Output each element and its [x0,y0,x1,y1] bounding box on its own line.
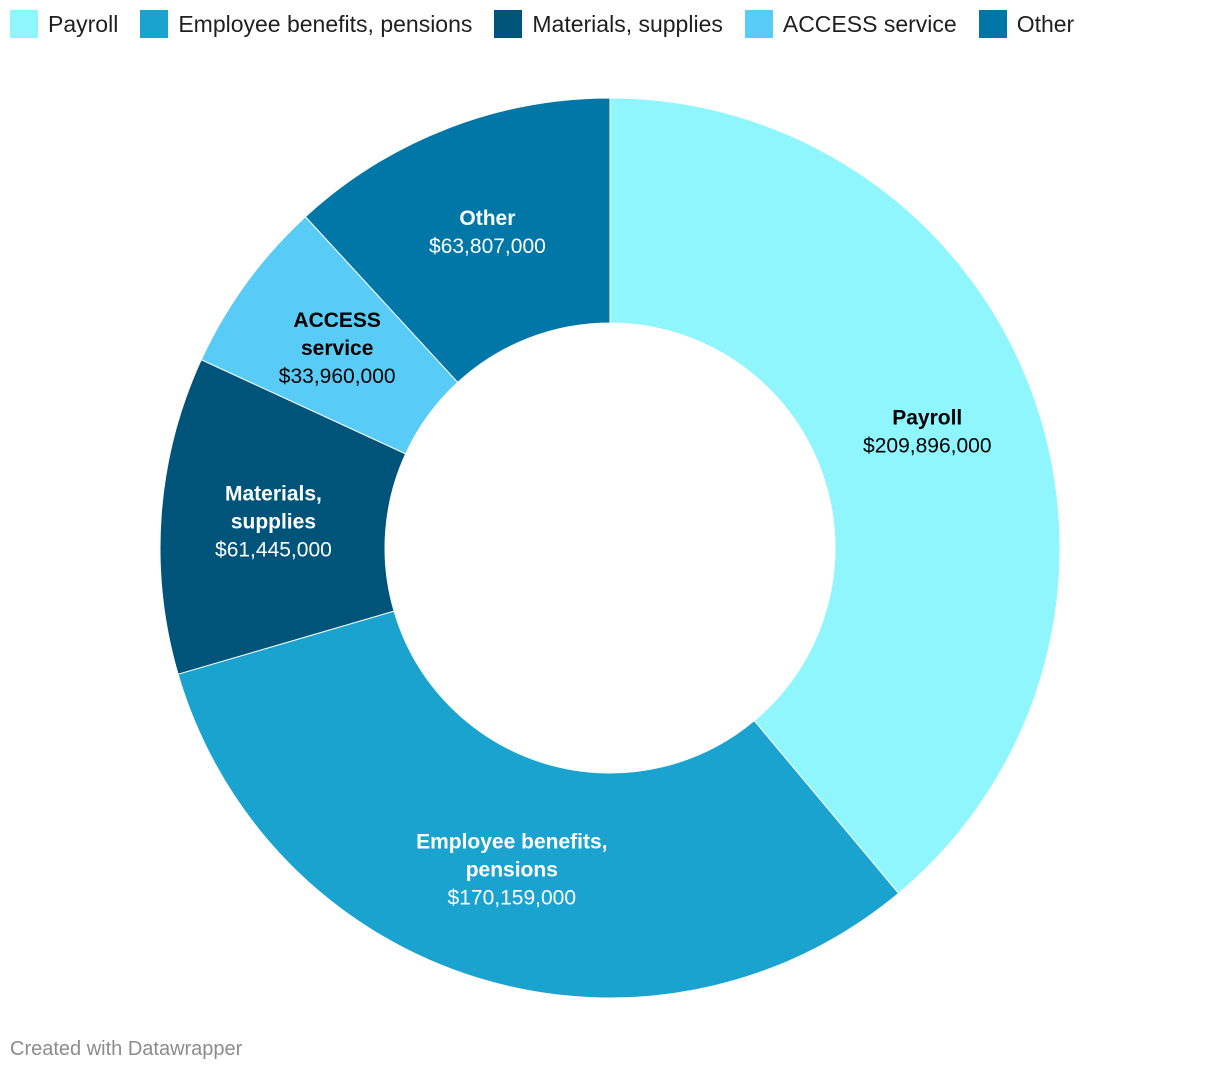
slice-value-employee-benefits-pensions: $170,159,000 [448,886,576,909]
legend-label-payroll: Payroll [48,10,119,37]
legend-item-payroll: Payroll [10,10,118,38]
slice-label-payroll: Payroll $209,896,000 [863,406,991,457]
legend-item-employee-benefits: Employee benefits, pensions [140,10,472,38]
slice-title-other: Other [459,207,515,230]
slice-title-materials-supplies: Materials, [225,483,322,506]
slice-title-access-service: service [301,337,373,360]
legend-label-other: Other [1016,10,1075,37]
slice-label-other: Other $63,807,000 [429,207,546,258]
slice-materials-supplies [159,359,407,675]
legend-label-access-service: ACCESS service [782,10,957,37]
legend-swatch-payroll [10,10,38,38]
slice-value-payroll: $209,896,000 [863,434,991,457]
slice-employee-benefits-pensions [177,610,900,999]
legend-item-access-service: ACCESS service [744,10,957,38]
slice-label-employee-benefits-pensions: Employee benefits, pensions $170,159,000 [416,830,607,909]
legend-swatch-materials-supplies [494,10,523,38]
chart-legend: Payroll Employee benefits, pensions Mate… [10,8,1096,40]
slice-title-access-service: ACCESS [293,309,381,332]
slice-value-other: $63,807,000 [429,235,546,258]
slice-title-materials-supplies: supplies [231,511,316,534]
slice-value-access-service: $33,960,000 [279,365,396,388]
legend-swatch-other [978,10,1007,38]
legend-item-other: Other [978,10,1075,38]
slice-payroll [609,97,1061,895]
slice-title-employee-benefits-pensions: pensions [466,858,558,881]
slice-title-employee-benefits-pensions: Employee benefits, [416,830,607,853]
legend-label-employee-benefits: Employee benefits, pensions [178,10,473,37]
slice-label-materials-supplies: Materials, supplies $61,445,000 [215,483,332,562]
legend-swatch-employee-benefits [140,10,169,38]
slice-value-materials-supplies: $61,445,000 [215,539,332,562]
legend-swatch-access-service [744,10,773,38]
legend-item-materials-supplies: Materials, supplies [494,10,723,38]
credit-text: Created with Datawrapper [10,1038,243,1060]
slice-title-payroll: Payroll [892,406,962,429]
slice-label-access-service: ACCESS service $33,960,000 [279,309,396,388]
legend-label-materials-supplies: Materials, supplies [532,10,723,37]
slice-other [304,97,611,384]
